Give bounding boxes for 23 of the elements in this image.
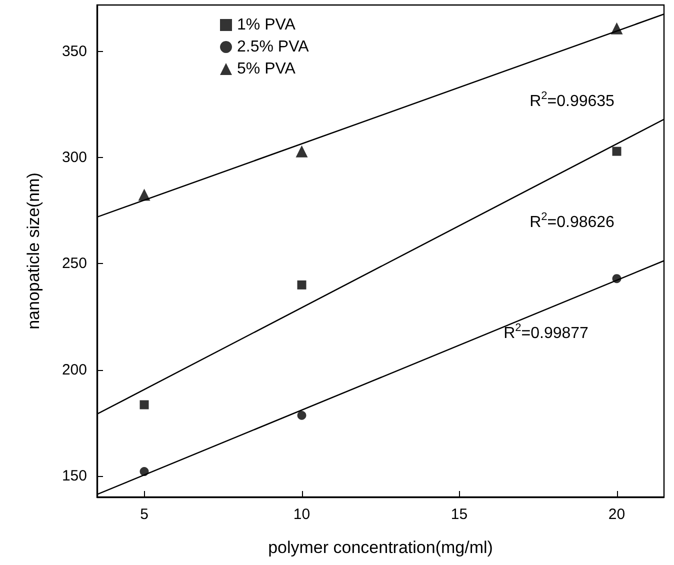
x-tick-label: 15 bbox=[450, 506, 468, 523]
point bbox=[612, 146, 622, 156]
point bbox=[612, 274, 622, 284]
point bbox=[296, 145, 308, 158]
legend-label: 2.5% PVA bbox=[237, 38, 310, 56]
point bbox=[138, 188, 150, 201]
point bbox=[140, 467, 149, 476]
legend-label: 1% PVA bbox=[237, 16, 296, 34]
x-tick-label: 20 bbox=[608, 506, 626, 523]
y-tick-label: 300 bbox=[62, 149, 87, 166]
point bbox=[297, 410, 306, 420]
y-tick-label: 150 bbox=[62, 467, 87, 484]
point bbox=[610, 22, 623, 34]
y-axis-title: nanopaticle size(nm) bbox=[24, 172, 43, 330]
x-tick-label: 5 bbox=[140, 506, 148, 523]
y-tick-label: 250 bbox=[62, 255, 87, 272]
y-tick-label: 350 bbox=[62, 43, 87, 60]
x-tick-label: 10 bbox=[293, 506, 310, 523]
x-axis-title: polymer concentration(mg/ml) bbox=[268, 538, 493, 557]
legend-label: 5% PVA bbox=[237, 60, 296, 78]
point bbox=[140, 400, 149, 410]
point bbox=[297, 280, 306, 290]
y-tick-label: 200 bbox=[62, 361, 87, 378]
